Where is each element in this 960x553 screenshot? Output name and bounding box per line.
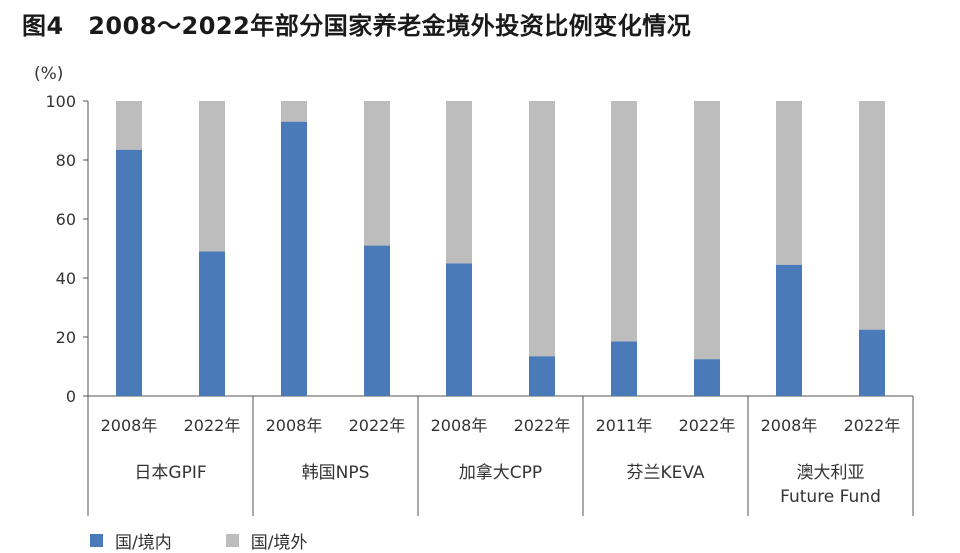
x-tick-label: 2011年: [596, 416, 653, 435]
legend-swatch: [90, 534, 103, 547]
bar-domestic: [859, 329, 885, 396]
legend-swatch: [225, 534, 239, 547]
figure-title: 图4 2008～2022年部分国家养老金境外投资比例变化情况: [22, 12, 692, 40]
bar-overseas: [281, 101, 307, 122]
group-label: 日本GPIF: [134, 463, 206, 483]
group-label: 芬兰KEVA: [626, 463, 704, 483]
y-tick-label: 20: [56, 328, 76, 347]
bar-overseas: [776, 101, 802, 265]
group-label: 韩国NPS: [302, 463, 370, 483]
x-tick-label: 2008年: [101, 416, 158, 435]
x-tick-label: 2022年: [514, 416, 571, 435]
bar-domestic: [611, 341, 637, 396]
bar-domestic: [529, 356, 555, 396]
bar-overseas: [364, 101, 390, 246]
y-tick-label: 100: [45, 92, 76, 111]
group-label: 加拿大CPP: [459, 462, 542, 483]
y-axis-unit-label: (%): [34, 64, 63, 84]
x-tick-label: 2008年: [266, 416, 323, 435]
y-tick-label: 40: [56, 269, 76, 288]
legend-label: 国/境外: [250, 533, 308, 553]
x-tick-label: 2022年: [679, 416, 736, 435]
bar-overseas: [611, 101, 637, 342]
x-tick-label: 2022年: [349, 416, 406, 435]
bar-overseas: [446, 101, 472, 264]
x-tick-label: 2022年: [184, 416, 241, 435]
bar-domestic: [281, 121, 307, 397]
bar-domestic: [694, 359, 720, 396]
y-tick-label: 80: [56, 151, 76, 170]
legend-item: 国/境外: [225, 528, 308, 553]
bar-domestic: [446, 263, 472, 396]
group-label: Future Fund: [780, 487, 881, 507]
bar-overseas: [116, 101, 142, 150]
y-tick-label: 0: [66, 387, 76, 406]
bar-domestic: [364, 245, 390, 396]
x-tick-label: 2008年: [431, 416, 488, 435]
bar-overseas: [199, 101, 225, 252]
x-tick-label: 2008年: [761, 416, 818, 435]
y-tick-label: 60: [56, 210, 76, 229]
x-tick-label: 2022年: [844, 416, 901, 435]
legend-label: 国/境内: [115, 533, 172, 553]
legend: 国/境内 国/境外: [90, 528, 307, 553]
group-label: 澳大利亚: [797, 463, 865, 483]
bar-overseas: [859, 101, 885, 330]
bar-domestic: [116, 149, 142, 396]
legend-item: 国/境内: [90, 528, 172, 553]
bar-overseas: [694, 101, 720, 360]
bar-overseas: [529, 101, 555, 357]
bar-domestic: [199, 251, 225, 396]
bar-domestic: [776, 264, 802, 396]
